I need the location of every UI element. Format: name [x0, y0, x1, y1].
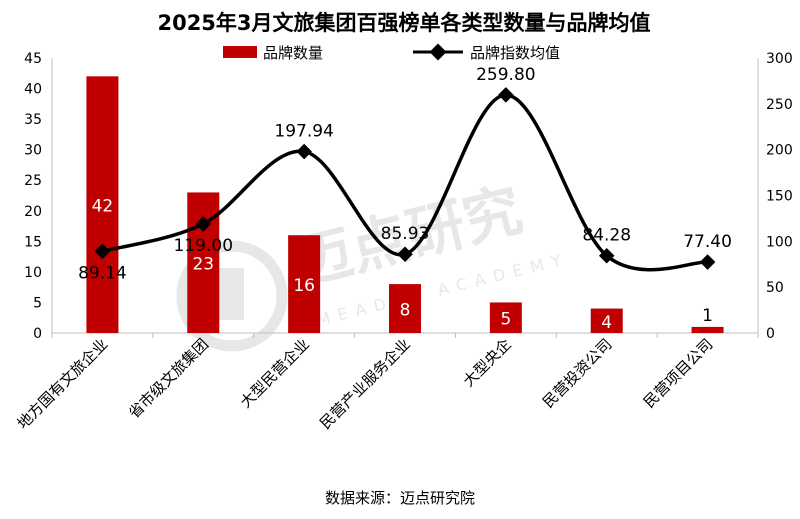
line-data-label: 119.00 — [174, 236, 233, 256]
y-left-tick-label: 15 — [24, 234, 42, 250]
bar-data-label: 42 — [92, 197, 114, 217]
y-right-tick-label: 200 — [766, 143, 793, 159]
legend-marker-icon — [429, 43, 447, 61]
line-marker — [195, 216, 212, 232]
y-left-tick-label: 5 — [33, 295, 42, 311]
line-marker — [296, 143, 312, 160]
line-data-label: 85.93 — [381, 224, 430, 244]
bar — [590, 308, 623, 333]
bar-labels: 42 23 16 8 5 4 1 — [92, 197, 713, 333]
y-right-tick-label: 250 — [766, 97, 793, 113]
x-tick-label: 民营产业服务企业 — [316, 335, 414, 433]
y-left-tick-label: 25 — [24, 173, 42, 189]
line-marker — [598, 247, 615, 264]
bar — [691, 326, 724, 333]
y-left-tick-label: 35 — [24, 112, 42, 128]
watermark-logo-icon — [176, 240, 288, 352]
line-marker — [699, 254, 716, 270]
line-marker — [498, 87, 514, 103]
line-series — [94, 87, 716, 272]
y-left-tick-label: 10 — [24, 265, 42, 281]
x-tick-label: 大型央企 — [460, 335, 515, 390]
bar — [288, 235, 321, 333]
x-tick-label: 民营投资公司 — [539, 335, 615, 411]
watermark-logo-mark-icon — [218, 268, 244, 320]
y-left-tick-label: 0 — [33, 326, 42, 342]
x-axis-ticks: 地方国有文旅企业 省市级文旅集团 大型民营企业 民营产业服务企业 大型央企 民营投资公司民… — [14, 333, 759, 433]
y-left-tick-label: 40 — [24, 82, 42, 98]
y-left-tick-label: 30 — [24, 143, 42, 159]
y-right-tick-label: 50 — [766, 280, 784, 296]
legend-label-bar: 品牌数量 — [263, 44, 323, 62]
x-tick-label: 地方国有文旅企业 — [14, 335, 112, 433]
bar-data-label: 1 — [702, 306, 713, 326]
y-right-tick-label: 150 — [766, 189, 793, 205]
line-marker — [94, 243, 111, 260]
line-data-label: 197.94 — [274, 122, 333, 142]
line-data-label: 77.40 — [683, 232, 732, 252]
y-right-tick-label: 100 — [766, 234, 793, 250]
line-data-label: 259.80 — [476, 65, 535, 85]
bar-data-label: 16 — [293, 276, 315, 296]
y-left-tick-label: 20 — [24, 204, 42, 220]
legend: 品牌数量 品牌指数均值 — [223, 43, 560, 62]
legend-swatch-bar — [223, 46, 257, 58]
bar-data-label: 8 — [400, 301, 411, 321]
data-source: 数据来源：迈点研究院 — [325, 489, 475, 507]
legend-label-line: 品牌指数均值 — [470, 44, 560, 62]
chart-title: 2025年3月文旅集团百强榜单各类型数量与品牌均值 — [157, 11, 650, 35]
line-labels: 89.14 119.00 197.94 85.93 259.80 84.28 77.40 — [78, 65, 732, 283]
bar — [86, 76, 119, 333]
line-data-label: 89.14 — [78, 263, 127, 283]
x-tick-label: 省市级文旅集团 — [125, 335, 212, 422]
x-tick-label: 民营项目公司 — [640, 335, 716, 411]
y-left-tick-label: 45 — [24, 51, 42, 67]
line-data-label: 84.28 — [582, 226, 631, 246]
bar-data-label: 5 — [500, 310, 511, 330]
bar-data-label: 23 — [192, 255, 214, 275]
bar-data-label: 4 — [601, 313, 612, 333]
y-axis-left-ticks: 0 5 10 15 20 25 30 35 40 45 — [24, 51, 42, 342]
bar — [389, 284, 421, 333]
bar — [489, 302, 522, 333]
y-axis-right-ticks: 0 50 100 150 200 250 300 — [766, 51, 793, 342]
y-right-tick-label: 0 — [766, 326, 775, 342]
y-right-tick-label: 300 — [766, 51, 793, 67]
line-path — [101, 93, 708, 272]
